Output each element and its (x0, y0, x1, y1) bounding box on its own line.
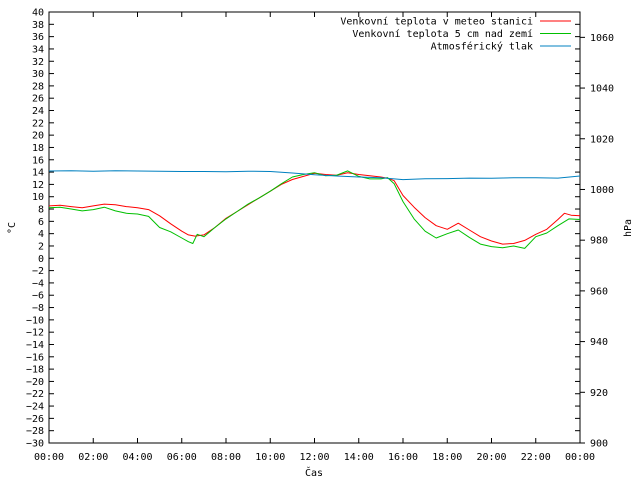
x-tick-label: 12:00 (299, 452, 329, 463)
y-axis-label-right: hPa (623, 219, 634, 237)
right-tick-label: 920 (590, 388, 608, 399)
left-tick-label: −4 (32, 278, 44, 289)
x-tick-label: 02:00 (78, 452, 108, 463)
left-tick-label: −26 (26, 414, 44, 425)
left-tick-label: 6 (38, 217, 44, 228)
right-tick-label: 980 (590, 236, 608, 247)
left-tick-label: 20 (32, 131, 44, 142)
left-tick-label: −28 (26, 426, 44, 437)
left-tick-label: 14 (32, 168, 44, 179)
right-tick-label: 1000 (590, 185, 614, 196)
left-tick-label: −22 (26, 389, 44, 400)
left-tick-label: −14 (26, 340, 44, 351)
right-tick-label: 900 (590, 439, 608, 450)
x-tick-label: 16:00 (388, 452, 418, 463)
left-tick-label: 0 (38, 254, 44, 265)
left-tick-label: 32 (32, 57, 44, 68)
series-line-3 (48, 170, 581, 181)
left-tick-label: 30 (32, 69, 44, 80)
left-tick-label: 26 (32, 94, 44, 105)
left-tick-label: 16 (32, 155, 44, 166)
right-axis: 900 920 940 960 980 1000 1020 1040 1060 (580, 33, 614, 450)
legend-label-1: Venkovní teplota v meteo stanici (340, 16, 533, 28)
left-tick-label: −2 (32, 266, 44, 277)
left-tick-label: 36 (32, 32, 44, 43)
left-tick-label: 8 (38, 205, 44, 216)
x-tick-label: 04:00 (122, 452, 152, 463)
x-tick-label: 22:00 (521, 452, 551, 463)
left-tick-label: 18 (32, 143, 44, 154)
left-tick-label: −20 (26, 377, 44, 388)
left-tick-label: 2 (38, 241, 44, 252)
legend: Venkovní teplota v meteo staniciVenkovní… (340, 16, 571, 53)
right-tick-label: 1060 (590, 33, 614, 44)
left-tick-label: 22 (32, 118, 44, 129)
x-axis-label: Čas (305, 466, 323, 479)
x-axis: 00:00 02:00 04:00 06:00 08:00 10:00 12:00 14:00… (34, 12, 595, 463)
right-tick-label: 940 (590, 337, 608, 348)
x-tick-label: 00:00 (565, 452, 595, 463)
plot-frame (48, 11, 581, 444)
y-axis-label-left: °C (7, 222, 18, 234)
left-tick-label: 38 (32, 20, 44, 31)
x-tick-label: 08:00 (211, 452, 241, 463)
left-tick-label: 4 (38, 229, 44, 240)
x-tick-label: 06:00 (167, 452, 197, 463)
right-tick-label: 1040 (590, 84, 614, 95)
series-layer (48, 170, 581, 249)
series-line-1 (48, 172, 581, 245)
legend-label-2: Venkovní teplota 5 cm nad zemí (352, 28, 533, 40)
x-tick-label: 10:00 (255, 452, 285, 463)
left-tick-label: 10 (32, 192, 44, 203)
left-tick-label: 12 (32, 180, 44, 191)
right-tick-label: 960 (590, 286, 608, 297)
left-tick-label: 28 (32, 81, 44, 92)
left-tick-label: −8 (32, 303, 44, 314)
left-tick-label: 24 (32, 106, 44, 117)
x-tick-label: 20:00 (476, 452, 506, 463)
left-tick-label: −10 (26, 315, 44, 326)
left-tick-label: −24 (26, 402, 44, 413)
left-tick-label: −6 (32, 291, 44, 302)
x-tick-label: 14:00 (344, 452, 374, 463)
x-tick-label: 18:00 (432, 452, 462, 463)
left-tick-label: −12 (26, 328, 44, 339)
left-tick-label: −30 (26, 439, 44, 450)
left-tick-label: 34 (32, 44, 44, 55)
left-tick-label: 40 (32, 8, 44, 19)
left-axis: −30−28−26−24−22−20−18−16−14−12−10−8−6−4−… (26, 8, 580, 450)
left-tick-label: −16 (26, 352, 44, 363)
legend-label-3: Atmosférický tlak (431, 41, 533, 53)
right-tick-label: 1020 (590, 134, 614, 145)
x-tick-label: 00:00 (34, 452, 64, 463)
left-tick-label: −18 (26, 365, 44, 376)
series-line-2 (48, 170, 581, 249)
